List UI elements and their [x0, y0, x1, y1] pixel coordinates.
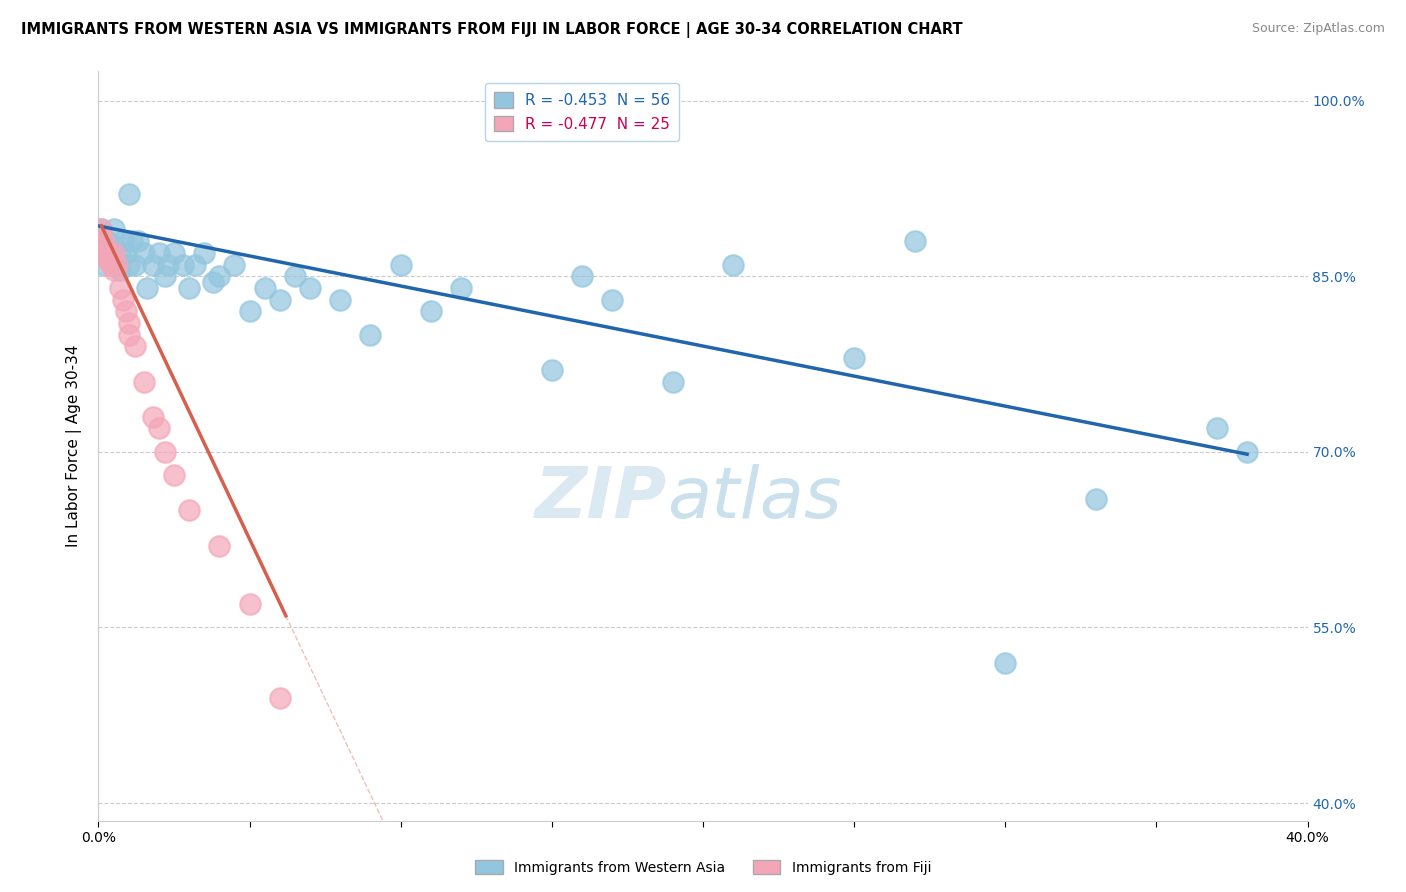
Point	[148, 421, 170, 435]
Point	[208, 539, 231, 553]
Text: IMMIGRANTS FROM WESTERN ASIA VS IMMIGRANTS FROM FIJI IN LABOR FORCE | AGE 30-34 : IMMIGRANTS FROM WESTERN ASIA VS IMMIGRAN…	[21, 22, 963, 38]
Point	[450, 281, 472, 295]
Point	[723, 258, 745, 272]
Point	[108, 281, 131, 295]
Point	[1206, 421, 1229, 435]
Point	[118, 258, 141, 272]
Point	[100, 258, 122, 272]
Point	[93, 240, 115, 254]
Point	[96, 252, 118, 266]
Point	[93, 258, 115, 272]
Point	[127, 234, 149, 248]
Point	[269, 293, 291, 307]
Point	[108, 263, 131, 277]
Point	[329, 293, 352, 307]
Point	[90, 240, 112, 254]
Point	[132, 245, 155, 260]
Point	[105, 258, 128, 272]
Point	[103, 263, 125, 277]
Point	[239, 597, 262, 611]
Point	[108, 245, 131, 260]
Point	[124, 258, 146, 272]
Point	[1236, 445, 1258, 459]
Point	[904, 234, 927, 248]
Point	[994, 656, 1017, 670]
Point	[202, 275, 225, 289]
Text: atlas: atlas	[666, 464, 841, 533]
Text: ZIP: ZIP	[534, 464, 666, 533]
Point	[1085, 491, 1108, 506]
Point	[93, 234, 115, 248]
Point	[148, 245, 170, 260]
Point	[661, 375, 683, 389]
Point	[135, 281, 157, 295]
Point	[284, 269, 307, 284]
Point	[105, 258, 128, 272]
Text: Source: ZipAtlas.com: Source: ZipAtlas.com	[1251, 22, 1385, 36]
Point	[118, 327, 141, 342]
Point	[90, 234, 112, 248]
Point	[118, 187, 141, 202]
Point	[153, 445, 176, 459]
Point	[103, 222, 125, 236]
Point	[163, 245, 186, 260]
Point	[114, 304, 136, 318]
Point	[163, 468, 186, 483]
Y-axis label: In Labor Force | Age 30-34: In Labor Force | Age 30-34	[66, 344, 83, 548]
Point	[93, 245, 115, 260]
Point	[193, 245, 215, 260]
Point	[111, 293, 134, 307]
Point	[103, 245, 125, 260]
Point	[100, 252, 122, 266]
Point	[103, 240, 125, 254]
Point	[96, 245, 118, 260]
Point	[142, 258, 165, 272]
Point	[90, 222, 112, 236]
Point	[114, 245, 136, 260]
Point	[184, 258, 207, 272]
Point	[121, 234, 143, 248]
Point	[208, 269, 231, 284]
Point	[132, 375, 155, 389]
Point	[389, 258, 412, 272]
Point	[253, 281, 276, 295]
Point	[172, 258, 194, 272]
Point	[96, 234, 118, 248]
Point	[156, 258, 179, 272]
Point	[153, 269, 176, 284]
Point	[239, 304, 262, 318]
Legend: R = -0.453  N = 56, R = -0.477  N = 25: R = -0.453 N = 56, R = -0.477 N = 25	[485, 83, 679, 141]
Point	[90, 222, 112, 236]
Point	[179, 503, 201, 517]
Point	[269, 690, 291, 705]
Legend: Immigrants from Western Asia, Immigrants from Fiji: Immigrants from Western Asia, Immigrants…	[470, 855, 936, 880]
Point	[224, 258, 246, 272]
Point	[360, 327, 382, 342]
Point	[142, 409, 165, 424]
Point	[179, 281, 201, 295]
Point	[844, 351, 866, 366]
Point	[124, 339, 146, 353]
Point	[602, 293, 624, 307]
Point	[299, 281, 322, 295]
Point	[118, 316, 141, 330]
Point	[93, 234, 115, 248]
Point	[111, 234, 134, 248]
Point	[540, 363, 562, 377]
Point	[90, 245, 112, 260]
Point	[420, 304, 443, 318]
Point	[96, 245, 118, 260]
Point	[571, 269, 593, 284]
